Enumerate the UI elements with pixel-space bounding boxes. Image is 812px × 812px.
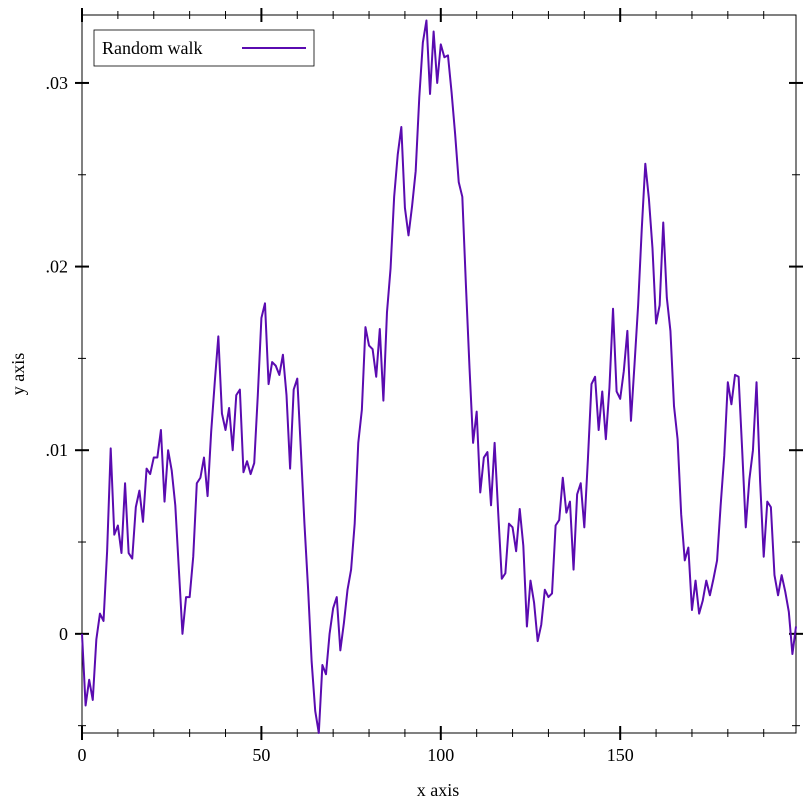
plot-frame (81, 14, 797, 734)
data-line (81, 19, 797, 734)
y-tick-label: .02 (46, 257, 69, 277)
x-tick-label: 0 (78, 745, 87, 765)
y-tick-label: .01 (46, 440, 69, 460)
legend-label: Random walk (102, 38, 203, 58)
x-tick-label: 50 (252, 745, 270, 765)
x-tick-label: 100 (427, 745, 454, 765)
y-tick-label: .03 (46, 73, 69, 93)
x-axis-label: x axis (417, 780, 460, 800)
y-axis-label: y axis (8, 353, 28, 396)
y-tick-label: 0 (59, 624, 68, 644)
x-tick-label: 150 (607, 745, 634, 765)
